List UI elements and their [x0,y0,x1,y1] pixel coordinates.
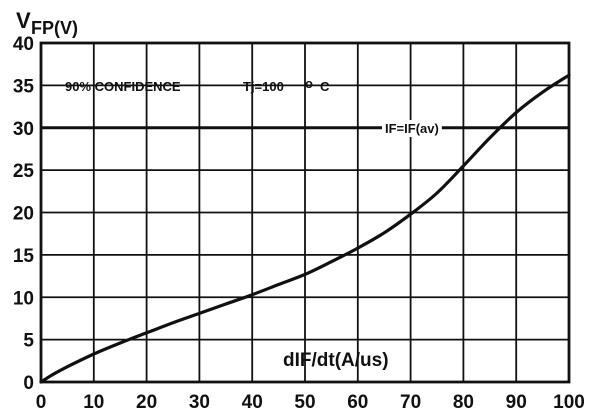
y-tick-label: 25 [13,161,35,182]
y-tick-label: 0 [23,373,34,394]
y-tick-label: 5 [23,331,34,352]
x-tick-label: 30 [189,392,210,413]
x-tick-labels: 0 10 20 30 40 50 60 70 80 90 100 [36,392,585,413]
temperature-unit: C [320,79,330,94]
y-tick-label: 15 [13,246,35,267]
x-tick-label: 50 [294,392,315,413]
y-tick-label: 30 [13,119,34,140]
temperature-annotation: Tj=100 [243,79,284,94]
x-tick-label: 40 [242,392,263,413]
series-line [39,73,571,384]
x-tick-label: 20 [136,392,157,413]
series-group [39,73,571,384]
x-tick-label: 80 [453,392,474,413]
x-tick-label: 100 [553,392,585,413]
reference-label-background [382,120,442,137]
y-tick-labels: 0 5 10 15 20 25 30 35 40 [13,34,35,394]
plot-frame [39,41,571,384]
x-tick-label: 70 [400,392,421,413]
x-tick-label: 60 [347,392,368,413]
y-axis-title-subscript: FP(V) [31,18,78,38]
x-axis-title: dIF/dt(A/us) [283,350,389,371]
y-tick-label: 10 [13,288,34,309]
reference-line-group [41,120,569,137]
reference-line-label: IF=IF(av) [385,121,439,136]
x-tick-label: 90 [506,392,527,413]
degree-symbol: o [305,76,313,91]
x-tick-label: 0 [36,392,47,413]
y-axis-title: V [16,8,31,33]
y-tick-label: 40 [13,34,34,55]
plot-border [39,41,571,384]
x-tick-label: 10 [83,392,104,413]
confidence-annotation: 90% CONFIDENCE [65,79,181,94]
y-tick-label: 35 [13,76,35,97]
y-tick-label: 20 [13,204,34,225]
